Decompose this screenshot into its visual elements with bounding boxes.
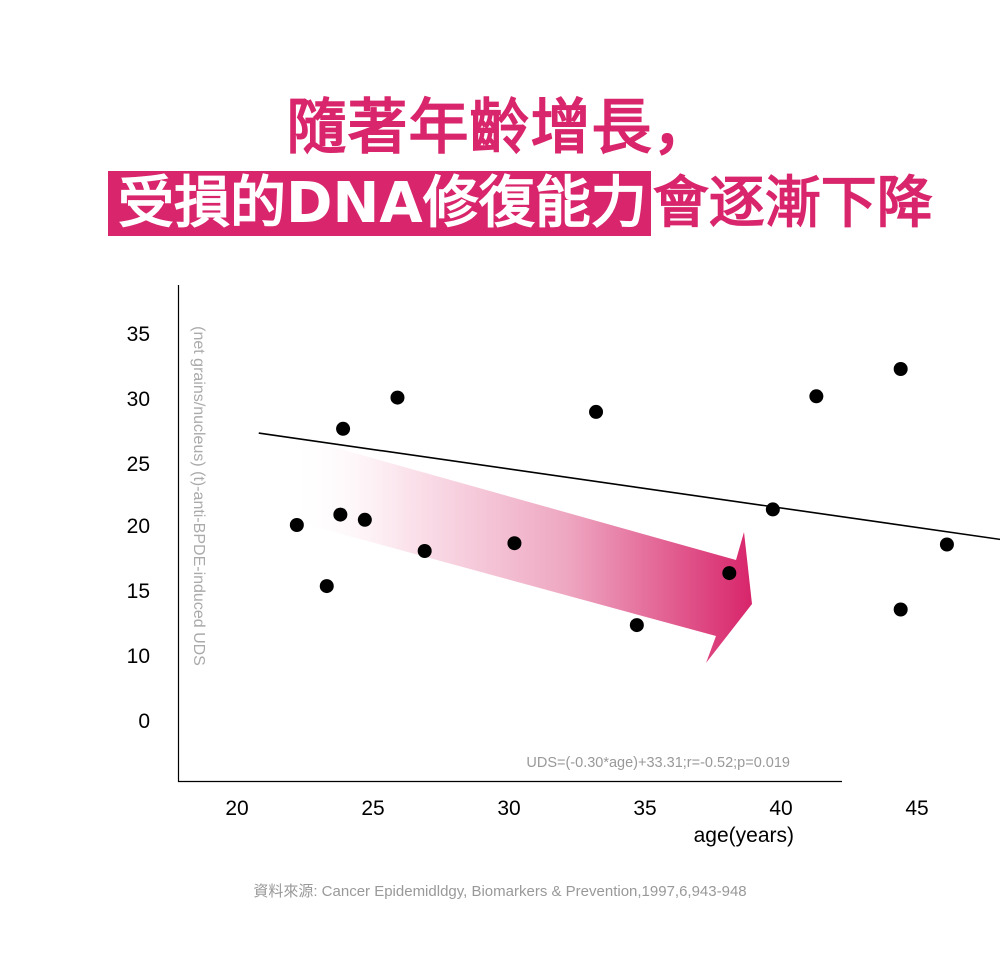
title-highlight: 受損的DNA修復能力 [108,171,651,236]
y-tick-label: 30 [127,388,150,411]
data-point [289,518,304,532]
trendline [258,432,1000,541]
source-note: 資料來源: Cancer Epidemidldgy, Biomarkers & … [253,883,747,900]
data-point [722,566,737,581]
page-title-line1: 隨著年齡增長， [286,93,714,163]
y-tick-label: 0 [138,710,150,733]
regression-annotation: UDS=(-0.30*age)+33.31;r=-0.52;p=0.019 [526,755,790,771]
data-point [333,507,348,522]
data-point [589,404,604,419]
data-point [809,389,824,404]
data-point [893,602,908,617]
x-tick-label: 30 [497,797,520,820]
x-tick-label: 20 [225,797,248,820]
data-point [507,536,522,551]
data-point [893,362,908,376]
x-axis-label: age(years) [694,824,794,847]
data-point [357,512,372,527]
trend-arrow [290,435,752,663]
y-tick-label: 25 [127,453,150,476]
data-point [417,544,432,558]
y-tick-labels: 0 10 15 20 25 30 35 [127,323,150,733]
x-tick-label: 45 [905,797,928,820]
data-point [390,390,405,405]
data-point [629,618,644,633]
title-rest: 會逐漸下降 [652,171,933,236]
data-point [319,579,334,594]
x-tick-label: 35 [633,797,656,820]
data-point [336,421,351,436]
data-point [939,537,954,552]
x-tick-labels: 202530354045505560 [225,797,928,820]
data-points [289,362,954,633]
y-tick-label: 35 [127,323,150,346]
y-tick-label: 15 [127,580,150,603]
data-point [765,502,780,517]
y-tick-label: 20 [127,515,150,538]
y-tick-label: 10 [127,645,150,668]
page-title-line2: 受損的DNA修復能力 會逐漸下降 [108,168,933,240]
y-axis-label: (net grains/nucleus) (t)-anti-BPDE-induc… [190,326,207,666]
x-tick-label: 40 [769,797,792,820]
x-tick-label: 25 [361,797,384,820]
